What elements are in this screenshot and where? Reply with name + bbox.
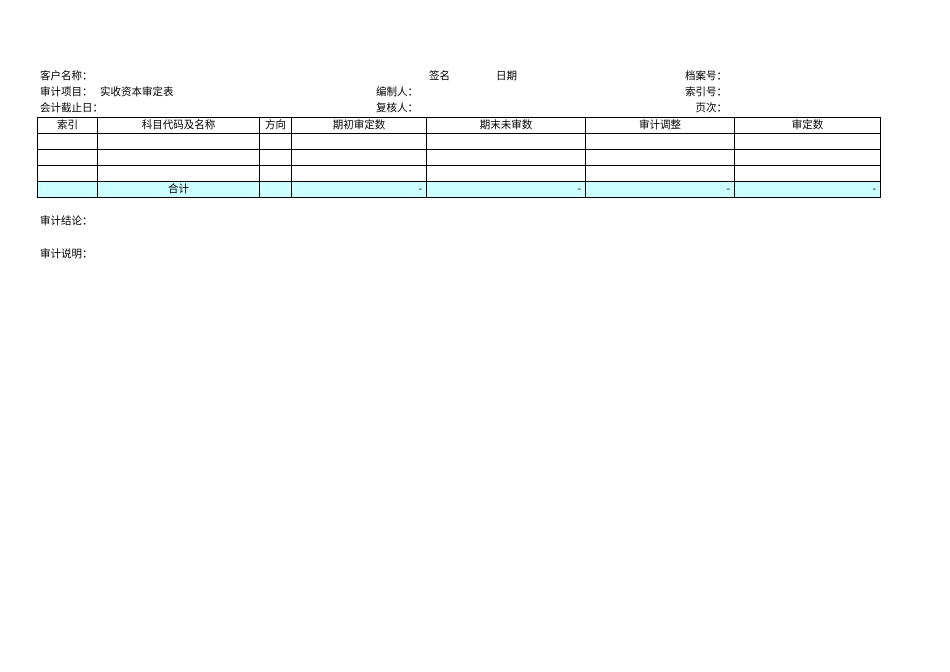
cell[interactable]	[37, 133, 98, 150]
column-header: 索引	[37, 117, 98, 134]
conclusion-label: 审计结论：	[40, 215, 93, 227]
cell[interactable]	[426, 133, 586, 150]
project-label: 审计项目：	[40, 86, 93, 98]
cell[interactable]	[291, 133, 427, 150]
preparer-label: 编制人：	[376, 86, 418, 98]
column-header: 审定数	[734, 117, 881, 134]
cell[interactable]	[37, 165, 98, 182]
cell[interactable]	[291, 149, 427, 166]
sign-label: 签名	[429, 70, 450, 82]
cell[interactable]	[585, 165, 735, 182]
explanation-label: 审计说明：	[40, 248, 93, 260]
table-row	[37, 133, 881, 150]
column-header: 方向	[259, 117, 292, 134]
column-header: 科目代码及名称	[97, 117, 260, 134]
project-value: 实收资本审定表	[100, 86, 174, 98]
cell[interactable]	[259, 149, 292, 166]
cell[interactable]	[426, 165, 586, 182]
date-label: 日期	[496, 70, 517, 82]
table-row	[37, 149, 881, 166]
total-opening-audited: -	[291, 181, 427, 198]
total-closing-unaudited: -	[426, 181, 586, 198]
table-row	[37, 165, 881, 182]
total-label: 合计	[97, 181, 260, 198]
page-label: 页次：	[695, 102, 728, 114]
total-row: 合计 - - - -	[37, 181, 881, 198]
client-label: 客户名称：	[40, 70, 93, 82]
cell[interactable]	[259, 133, 292, 150]
cell[interactable]	[734, 133, 881, 150]
index-no-label: 索引号：	[685, 86, 727, 98]
cell[interactable]	[37, 181, 98, 198]
cell[interactable]	[585, 149, 735, 166]
cell[interactable]	[259, 181, 292, 198]
cell[interactable]	[734, 149, 881, 166]
total-adjustment: -	[585, 181, 735, 198]
cell[interactable]	[37, 149, 98, 166]
table-header-row: 索引 科目代码及名称 方向 期初审定数 期末未审数 审计调整 审定数	[37, 117, 881, 134]
column-header: 期初审定数	[291, 117, 427, 134]
cell[interactable]	[97, 149, 260, 166]
cutoff-label: 会计截止日：	[40, 102, 103, 114]
total-audited: -	[734, 181, 881, 198]
cell[interactable]	[97, 133, 260, 150]
cell[interactable]	[259, 165, 292, 182]
cell[interactable]	[291, 165, 427, 182]
column-header: 审计调整	[585, 117, 735, 134]
column-header: 期末未审数	[426, 117, 586, 134]
cell[interactable]	[734, 165, 881, 182]
reviewer-label: 复核人：	[376, 102, 418, 114]
cell[interactable]	[97, 165, 260, 182]
file-no-label: 档案号：	[685, 70, 727, 82]
cell[interactable]	[426, 149, 586, 166]
audit-table: 索引 科目代码及名称 方向 期初审定数 期末未审数 审计调整 审定数 合计 - …	[37, 117, 881, 198]
cell[interactable]	[585, 133, 735, 150]
